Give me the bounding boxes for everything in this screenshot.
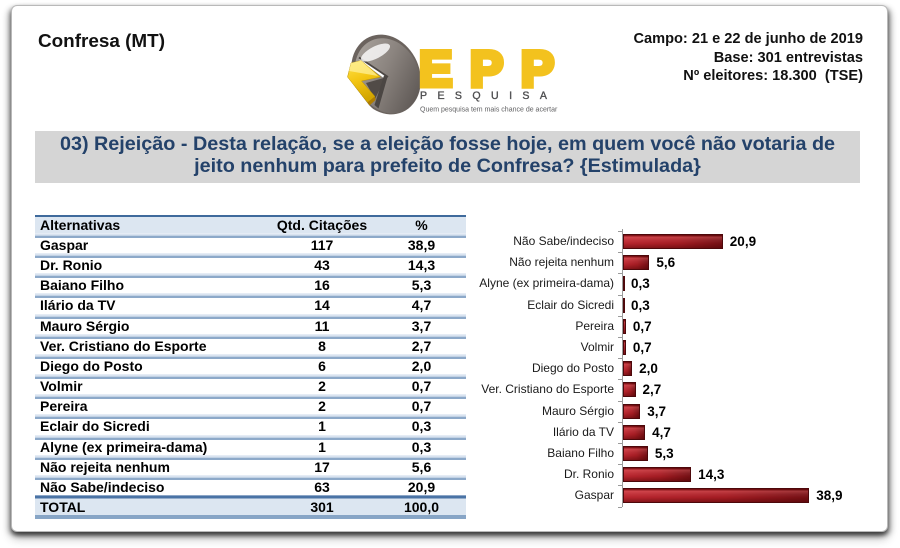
svg-text:PESQUISA: PESQUISA	[420, 90, 557, 102]
svg-text:EPP: EPP	[419, 41, 572, 97]
svg-text:Quem pesquisa tem mais chance: Quem pesquisa tem mais chance de acertar	[420, 107, 558, 114]
